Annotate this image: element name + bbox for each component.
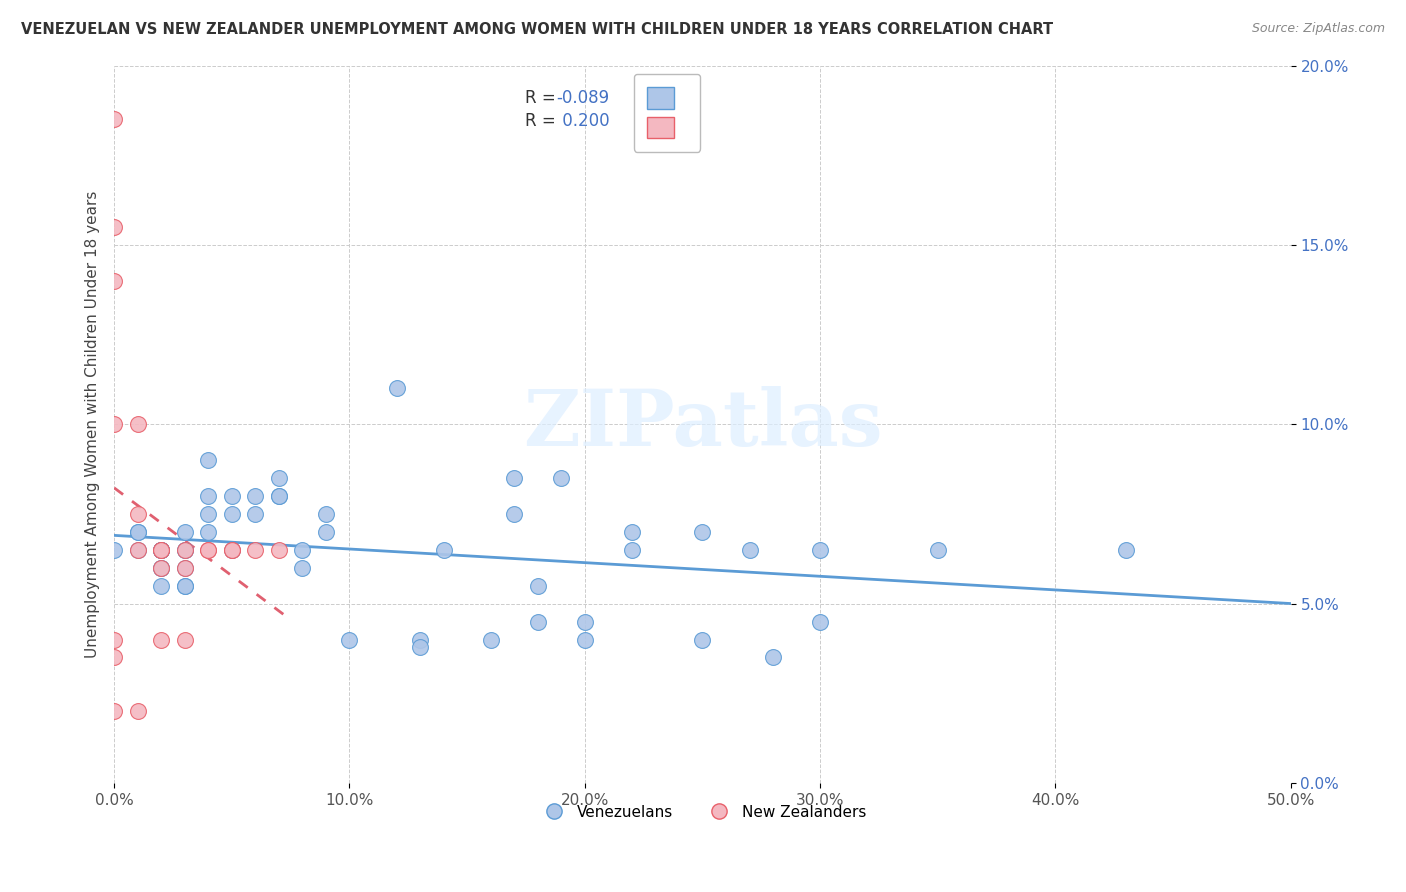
Point [173, 542, 195, 557]
Point [267, 489, 290, 503]
Point [221, 542, 243, 557]
Y-axis label: Unemployment Among Women with Children Under 18 years: Unemployment Among Women with Children U… [86, 191, 100, 658]
Point [574, 615, 596, 629]
Point [245, 507, 267, 521]
Point [127, 524, 149, 539]
Point [197, 542, 219, 557]
Point [692, 632, 714, 647]
Point [150, 561, 173, 575]
Point [103, 542, 125, 557]
Text: -0.089: -0.089 [557, 88, 610, 106]
Text: N = 56: N = 56 [624, 88, 693, 106]
Point [409, 640, 432, 654]
Point [150, 542, 173, 557]
Point [173, 632, 195, 647]
Point [173, 542, 195, 557]
Point [103, 274, 125, 288]
Point [103, 417, 125, 432]
Point [385, 381, 408, 395]
Point [173, 542, 195, 557]
Point [291, 561, 314, 575]
Point [620, 542, 643, 557]
Point [221, 542, 243, 557]
Point [173, 579, 195, 593]
Point [197, 542, 219, 557]
Point [433, 542, 456, 557]
Point [127, 542, 149, 557]
Point [103, 704, 125, 718]
Point [221, 489, 243, 503]
Point [927, 542, 949, 557]
Point [173, 524, 195, 539]
Point [173, 579, 195, 593]
Point [150, 542, 173, 557]
Text: VENEZUELAN VS NEW ZEALANDER UNEMPLOYMENT AMONG WOMEN WITH CHILDREN UNDER 18 YEAR: VENEZUELAN VS NEW ZEALANDER UNEMPLOYMENT… [21, 22, 1053, 37]
Point [291, 542, 314, 557]
Point [526, 579, 548, 593]
Point [197, 507, 219, 521]
Point [103, 632, 125, 647]
Point [245, 489, 267, 503]
Point [173, 561, 195, 575]
Point [808, 542, 831, 557]
Point [550, 471, 572, 485]
Point [620, 524, 643, 539]
Text: ZIPatlas: ZIPatlas [523, 386, 883, 462]
Point [150, 579, 173, 593]
Point [526, 615, 548, 629]
Point [127, 507, 149, 521]
Point [245, 542, 267, 557]
Point [315, 507, 337, 521]
Point [127, 524, 149, 539]
Text: 0.200: 0.200 [557, 112, 609, 130]
Text: N = 24: N = 24 [624, 112, 693, 130]
Point [221, 507, 243, 521]
Point [150, 561, 173, 575]
Point [150, 632, 173, 647]
Point [150, 542, 173, 557]
Point [1115, 542, 1137, 557]
Point [173, 561, 195, 575]
Point [150, 561, 173, 575]
Point [808, 615, 831, 629]
Text: Source: ZipAtlas.com: Source: ZipAtlas.com [1251, 22, 1385, 36]
Point [479, 632, 502, 647]
Point [267, 471, 290, 485]
Point [221, 542, 243, 557]
Point [692, 524, 714, 539]
Point [150, 542, 173, 557]
Point [762, 650, 785, 665]
Point [315, 524, 337, 539]
Point [503, 507, 526, 521]
Point [103, 220, 125, 235]
Legend: Venezuelans, New Zealanders: Venezuelans, New Zealanders [533, 798, 872, 826]
Point [103, 650, 125, 665]
Point [197, 524, 219, 539]
Point [339, 632, 361, 647]
Point [127, 704, 149, 718]
Point [127, 542, 149, 557]
Point [738, 542, 761, 557]
Point [197, 453, 219, 467]
Point [503, 471, 526, 485]
Point [150, 542, 173, 557]
Point [197, 489, 219, 503]
Point [150, 542, 173, 557]
Point [103, 112, 125, 127]
Point [267, 542, 290, 557]
Text: R =: R = [524, 88, 561, 106]
Text: R =: R = [524, 112, 561, 130]
Point [574, 632, 596, 647]
Point [409, 632, 432, 647]
Point [267, 489, 290, 503]
Point [127, 417, 149, 432]
